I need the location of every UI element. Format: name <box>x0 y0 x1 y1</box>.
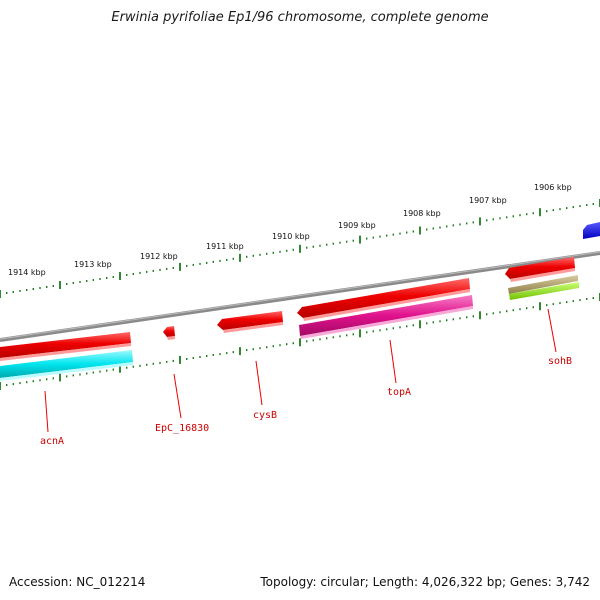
kbp-label-1908: 1908 kbp <box>403 209 441 218</box>
gene-sohB-arrow <box>505 257 575 282</box>
kbp-label-1914: 1914 kbp <box>8 268 46 277</box>
leader-topA <box>389 339 397 384</box>
leader-EpC_16830 <box>173 373 182 419</box>
chromosome-backbone <box>0 251 600 342</box>
gene-EpC_16830-arrow <box>163 326 175 340</box>
cds-acnA-bar <box>0 350 133 381</box>
gene-acnA-arrow <box>0 332 131 361</box>
rna-sohB-tan-bar <box>508 275 578 294</box>
accession-text: Accession: NC_012214 <box>9 575 146 589</box>
blue-feature <box>583 222 600 239</box>
kbp-label-1911: 1911 kbp <box>206 242 244 251</box>
leader-sohB <box>547 308 557 353</box>
gene-label-sohB: sohB <box>548 356 572 367</box>
kbp-label-1907: 1907 kbp <box>469 196 507 205</box>
topology-text: Topology: circular; Length: 4,026,322 bp… <box>260 575 590 589</box>
map-title: Erwinia pyrifoliae Ep1/96 chromosome, co… <box>111 10 489 25</box>
inner-tick-ring <box>0 293 600 390</box>
gene-label-topA: topA <box>387 387 411 398</box>
gene-label-acnA: acnA <box>40 436 64 447</box>
kbp-label-1909: 1909 kbp <box>338 221 376 230</box>
leader-acnA <box>44 390 49 433</box>
leader-cysB <box>255 360 263 406</box>
kbp-label-1910: 1910 kbp <box>272 232 310 241</box>
gene-cysB-arrow <box>217 311 283 333</box>
gene-label-cysB: cysB <box>253 410 277 421</box>
outer-tick-ring <box>0 199 600 298</box>
gene-topA-arrow <box>297 278 470 321</box>
cds-topA-bar <box>299 295 473 339</box>
gene-label-EpC_16830: EpC_16830 <box>155 423 209 434</box>
kbp-label-1906: 1906 kbp <box>534 183 572 192</box>
chromosome-backbone-highlight <box>0 251 600 340</box>
kbp-label-1913: 1913 kbp <box>74 260 112 269</box>
kbp-label-1912: 1912 kbp <box>140 252 178 261</box>
rna-sohB-lime-bar <box>509 282 579 300</box>
